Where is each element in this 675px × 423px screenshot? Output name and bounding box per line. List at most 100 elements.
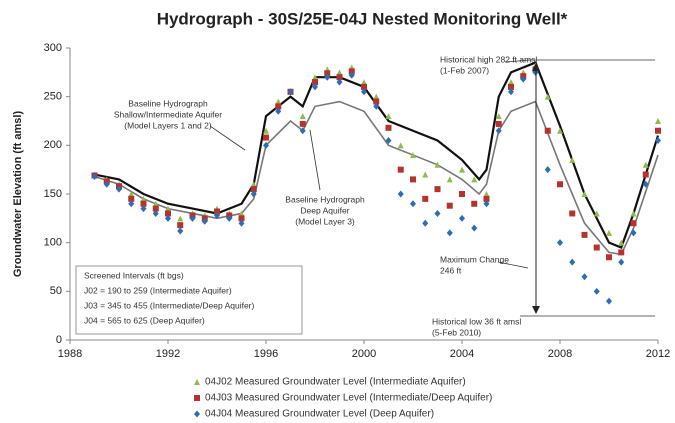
data-point	[263, 127, 269, 134]
y-axis-label: Groundwater Elevation (ft amsl)	[12, 111, 24, 278]
data-point	[434, 209, 441, 217]
data-point	[177, 215, 184, 222]
data-point	[410, 176, 416, 183]
data-point	[483, 191, 490, 197]
data-point	[630, 210, 637, 217]
y-tick-label: 150	[44, 188, 62, 200]
data-point	[495, 127, 502, 135]
data-point	[238, 219, 245, 227]
annotation-line	[504, 59, 531, 63]
data-point	[238, 210, 245, 217]
data-point	[508, 79, 514, 86]
data-point	[495, 120, 502, 127]
data-point	[593, 244, 600, 251]
legend-label: 04J04 Measured Groundwater Level (Deep A…	[205, 409, 434, 420]
data-point	[446, 202, 453, 209]
data-point	[336, 74, 343, 81]
data-point	[397, 142, 404, 149]
data-point	[581, 191, 588, 197]
data-point	[385, 136, 392, 144]
data-point	[128, 195, 135, 202]
data-point	[299, 127, 306, 135]
data-point	[397, 190, 404, 198]
screened-text: J02 = 190 to 259 (Intermediate Aquifer)	[84, 285, 232, 295]
data-point	[471, 176, 478, 183]
baseline-line	[94, 61, 660, 249]
data-point	[593, 210, 600, 217]
x-tick-label: 1996	[254, 348, 278, 360]
data-point	[152, 200, 159, 207]
annotation: (Model Layers 1 and 2)	[124, 120, 212, 130]
data-point	[312, 74, 318, 81]
data-point	[618, 258, 625, 266]
data-point	[544, 166, 551, 174]
data-point	[434, 186, 441, 193]
data-point	[410, 200, 416, 208]
data-point	[128, 200, 135, 208]
annotation-line	[309, 129, 321, 191]
data-point	[336, 78, 343, 86]
data-point	[299, 113, 306, 120]
data-point	[263, 134, 269, 141]
x-tick-label: 1992	[156, 348, 180, 360]
data-point	[116, 185, 122, 193]
annotation: Deep Aquifer	[300, 205, 349, 215]
data-point	[361, 88, 367, 96]
data-point	[263, 141, 269, 149]
legend-label: 04J03 Measured Groundwater Level (Interm…	[205, 393, 492, 404]
data-point	[410, 152, 416, 159]
screened-text: J04 = 565 to 625 (Deep Aquifer)	[84, 315, 205, 325]
x-tick-label: 2000	[352, 348, 376, 360]
data-point	[495, 113, 502, 120]
data-point	[642, 161, 649, 168]
data-point	[446, 229, 453, 237]
annotation: 246 ft	[440, 265, 462, 275]
data-point	[655, 136, 661, 144]
data-point	[177, 227, 184, 235]
data-point	[483, 200, 490, 208]
data-point	[655, 127, 661, 134]
data-point	[226, 214, 233, 222]
y-tick-label: 250	[44, 91, 62, 103]
data-point	[520, 75, 527, 83]
screened-text: Screened Intervals (ft bgs)	[84, 270, 184, 280]
annotation: Baseline Hydrograph	[285, 194, 365, 204]
data-point	[165, 205, 171, 212]
annotation: Baseline Hydrograph	[128, 98, 208, 108]
data-point	[569, 210, 576, 217]
chart-title: Hydrograph - 30S/25E-04J Nested Monitori…	[157, 9, 568, 28]
data-point	[544, 127, 551, 134]
legend-label: 04J02 Measured Groundwater Level (Interm…	[205, 377, 466, 388]
data-point	[361, 83, 367, 90]
annotation-line	[209, 125, 246, 151]
arrowhead	[532, 306, 540, 314]
data-point	[655, 118, 661, 124]
data-point	[312, 83, 318, 91]
data-point	[581, 231, 588, 238]
data-point	[557, 181, 563, 188]
data-point	[287, 88, 294, 96]
data-point	[91, 172, 98, 180]
data-point	[483, 195, 490, 202]
data-point	[348, 68, 355, 75]
baseline-line	[94, 100, 659, 256]
data-point	[373, 98, 380, 105]
annotation: (Model Layer 3)	[295, 216, 355, 226]
data-point	[459, 191, 465, 197]
data-point	[618, 249, 625, 256]
y-tick-label: 100	[44, 237, 62, 249]
data-point	[299, 120, 306, 127]
data-point	[312, 79, 318, 86]
data-point	[618, 239, 625, 246]
data-point	[324, 70, 331, 77]
data-point	[606, 229, 612, 236]
legend-marker	[194, 395, 200, 401]
data-point	[165, 214, 171, 222]
annotation: Historical high 282 ft amsl	[440, 54, 537, 64]
data-point	[373, 93, 380, 100]
data-point	[422, 195, 429, 202]
annotation: (5-Feb 2010)	[432, 327, 481, 337]
data-point	[214, 208, 220, 215]
data-point	[250, 181, 257, 188]
